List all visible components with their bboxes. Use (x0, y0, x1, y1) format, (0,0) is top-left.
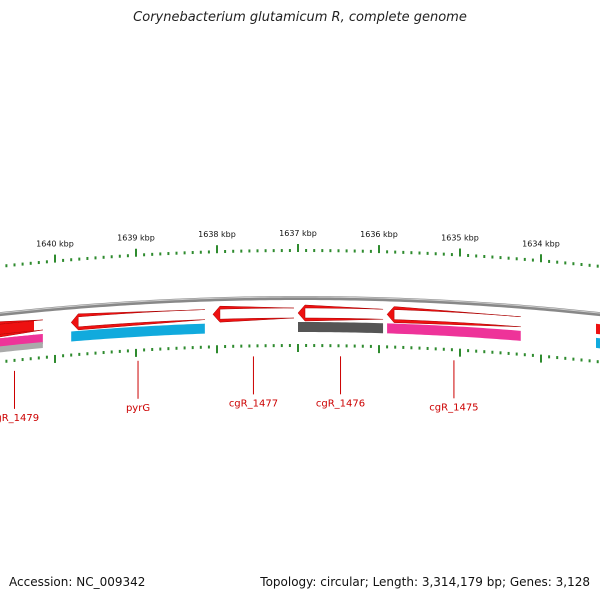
tick-layer (5, 244, 599, 364)
scale-tick-label: 1635 kbp (441, 234, 479, 243)
gene-label[interactable]: cgR_1479 (0, 413, 39, 424)
gene-label[interactable]: cgR_1475 (429, 402, 478, 413)
genes-value: 3,128 (555, 575, 590, 589)
length-value: 3,314,179 bp (421, 575, 502, 589)
cog-band (71, 323, 205, 342)
topology-label: Topology: (260, 575, 317, 589)
cds-arrow[interactable] (70, 309, 205, 331)
scale-tick-label: 1638 kbp (198, 230, 236, 239)
label-layer: 1640 kbp 1639 kbp 1638 kbp 1637 kbp 1636 kbp… (0, 229, 560, 424)
accession-info: Accession: NC_009342 (9, 575, 145, 589)
scale-tick-label: 1636 kbp (360, 230, 398, 239)
cds-arrow[interactable] (212, 305, 294, 323)
backbone-highlight (0, 296, 600, 314)
gene-label[interactable]: cgR_1477 (229, 398, 278, 409)
cds-arrow[interactable] (386, 306, 521, 328)
map-title: Corynebacterium glutamicum R, complete g… (133, 10, 467, 25)
gene-label[interactable]: pyrG (126, 403, 150, 414)
scale-tick-label: 1640 kbp (36, 240, 74, 249)
topology-value: circular (320, 575, 365, 589)
cog-band (387, 323, 521, 341)
scale-tick-label: 1634 kbp (522, 239, 560, 248)
cds-arrow-partial (596, 323, 600, 335)
backbone-ring (0, 296, 600, 317)
scale-tick-label: 1637 kbp (279, 229, 317, 238)
scale-tick-label: 1639 kbp (117, 234, 155, 243)
accession-value: NC_009342 (76, 575, 146, 589)
cog-band-partial (596, 337, 600, 349)
cds-arrow[interactable] (297, 304, 384, 322)
cds-arrow-partial (0, 320, 34, 335)
gene-layer (0, 304, 600, 353)
cog-band-secondary (0, 342, 43, 353)
accession-label: Accession: (9, 575, 73, 589)
genes-label: Genes: (509, 575, 552, 589)
genome-summary: Topology: circular; Length: 3,314,179 bp… (260, 575, 590, 589)
gene-label[interactable]: cgR_1476 (316, 398, 365, 409)
cds-arrow[interactable] (0, 319, 43, 338)
cog-band (298, 322, 384, 334)
backbone-layer (0, 296, 600, 317)
length-label: Length: (372, 575, 419, 589)
